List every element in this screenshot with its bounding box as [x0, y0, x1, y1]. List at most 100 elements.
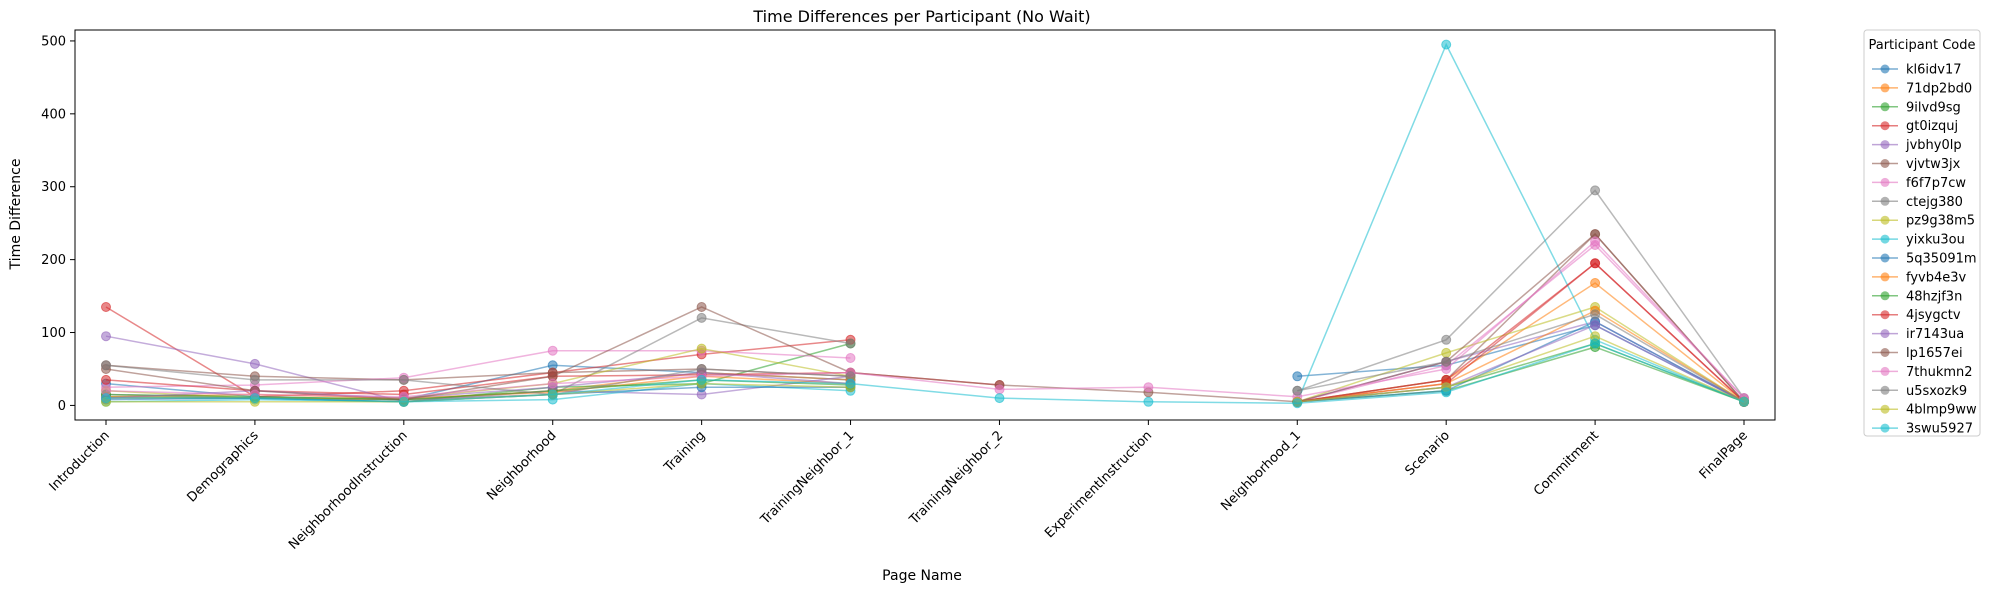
series-line [1297, 262, 1745, 403]
legend-entry: 4blmp9ww [1872, 403, 1977, 418]
data-point [1590, 185, 1601, 196]
legend-label: gt0izquj [1906, 119, 1958, 134]
legend-marker [1880, 159, 1890, 168]
legend-entry: 71dp2bd0 [1872, 81, 1972, 96]
series-line [105, 240, 1745, 399]
series-line [105, 371, 851, 399]
legend-marker [1880, 404, 1890, 414]
series-line [105, 364, 851, 396]
data-point [1441, 347, 1452, 358]
x-tick-label: Neighborhood_1 [1218, 428, 1304, 514]
x-tick-label: Demographics [185, 428, 262, 505]
series-line [1297, 335, 1745, 403]
data-point [1441, 356, 1452, 367]
data-point [696, 302, 707, 312]
legend-marker [1880, 291, 1890, 301]
data-point [1292, 385, 1303, 396]
series-line [105, 349, 851, 388]
legend-marker [1880, 348, 1890, 357]
y-tick-label: 0 [58, 399, 66, 414]
data-point [101, 331, 111, 342]
x-tick-label: FinalPage [1697, 428, 1751, 482]
legend-label: 3swu5927 [1906, 422, 1973, 437]
data-point [101, 374, 111, 385]
data-point [1590, 278, 1601, 288]
legend-label: 5q35091m [1906, 252, 1977, 267]
data-point [1739, 396, 1749, 407]
series-u5sxozk9 [101, 309, 1749, 407]
legend-label: u5sxozk9 [1906, 384, 1967, 399]
data-point [249, 393, 260, 404]
legend-label: pz9g38m5 [1906, 214, 1975, 229]
data-point [994, 393, 1005, 404]
legend-marker [1880, 102, 1890, 112]
legend-label: fyvb4e3v [1906, 270, 1967, 285]
data-point [845, 378, 856, 389]
x-tick-label: Training [661, 428, 709, 476]
legend-label: jvbhy0lp [1905, 138, 1962, 153]
series-line [1297, 324, 1745, 403]
y-tick-label: 100 [41, 326, 66, 341]
data-point [1441, 39, 1452, 50]
data-point [1143, 396, 1154, 407]
data-point [1143, 382, 1154, 393]
series-line [1297, 189, 1745, 399]
legend-entry: jvbhy0lp [1872, 138, 1962, 153]
legend-marker [1880, 366, 1890, 376]
legend-marker [1880, 140, 1890, 150]
data-point [696, 343, 707, 354]
data-point [101, 302, 111, 312]
legend-title: Participant Code [1868, 38, 1975, 53]
series-layer [101, 39, 1749, 409]
legend-marker [1880, 385, 1890, 395]
series-gt0izquj [101, 258, 1749, 407]
legend-marker [1880, 253, 1890, 263]
data-point [1590, 236, 1601, 247]
data-point [547, 345, 558, 356]
legend-entry: 3swu5927 [1872, 422, 1973, 437]
data-point [1292, 371, 1303, 382]
legend-label: 48hzjf3n [1906, 289, 1962, 304]
legend-entry: f6f7p7cw [1872, 176, 1966, 191]
legend-marker [1880, 234, 1890, 244]
legend-label: f6f7p7cw [1906, 176, 1966, 191]
y-tick-label: 200 [41, 253, 66, 268]
legend-marker [1880, 64, 1890, 74]
legend-marker [1880, 196, 1890, 206]
legend: Participant Code kl6idv17 71dp2bd0 9ilvd9sg… [1863, 29, 1981, 437]
data-point [249, 374, 260, 385]
legend-marker [1880, 215, 1890, 225]
legend-marker [1880, 310, 1890, 320]
data-point [845, 338, 856, 349]
x-tick-label: Scenario [1402, 428, 1453, 479]
data-point [101, 393, 111, 404]
y-tick-label: 400 [41, 107, 66, 122]
legend-label: 71dp2bd0 [1906, 81, 1972, 96]
legend-entry: kl6idv17 [1872, 63, 1962, 78]
data-point [1292, 398, 1303, 409]
data-point [696, 312, 707, 323]
x-tick-label: Introduction [47, 428, 113, 494]
legend-entry: ir7143ua [1872, 327, 1964, 342]
data-point [994, 384, 1005, 395]
series-line [1297, 306, 1745, 403]
legend-marker [1880, 329, 1890, 339]
legend-entry: fyvb4e3v [1872, 270, 1967, 285]
legend-marker [1880, 83, 1890, 93]
series-line [105, 233, 1745, 403]
x-tick-label: ExperimentInstruction [1042, 428, 1155, 541]
data-point [1590, 338, 1601, 349]
legend-entry: yixku3ou [1872, 233, 1965, 248]
x-tick-label: TrainingNeighbor_2 [906, 428, 1006, 528]
series-3swu5927 [101, 338, 1749, 409]
x-tick-label: Neighborhood [484, 428, 559, 503]
data-point [696, 374, 707, 385]
legend-label: lp1657ei [1906, 346, 1963, 361]
series-line [1296, 42, 1745, 403]
legend-label: 4jsygctv [1906, 308, 1961, 323]
legend-entry: 9ilvd9sg [1872, 100, 1961, 115]
legend-label: kl6idv17 [1906, 63, 1962, 78]
legend-entry: vjvtw3jx [1872, 157, 1961, 172]
data-point [1590, 309, 1601, 320]
